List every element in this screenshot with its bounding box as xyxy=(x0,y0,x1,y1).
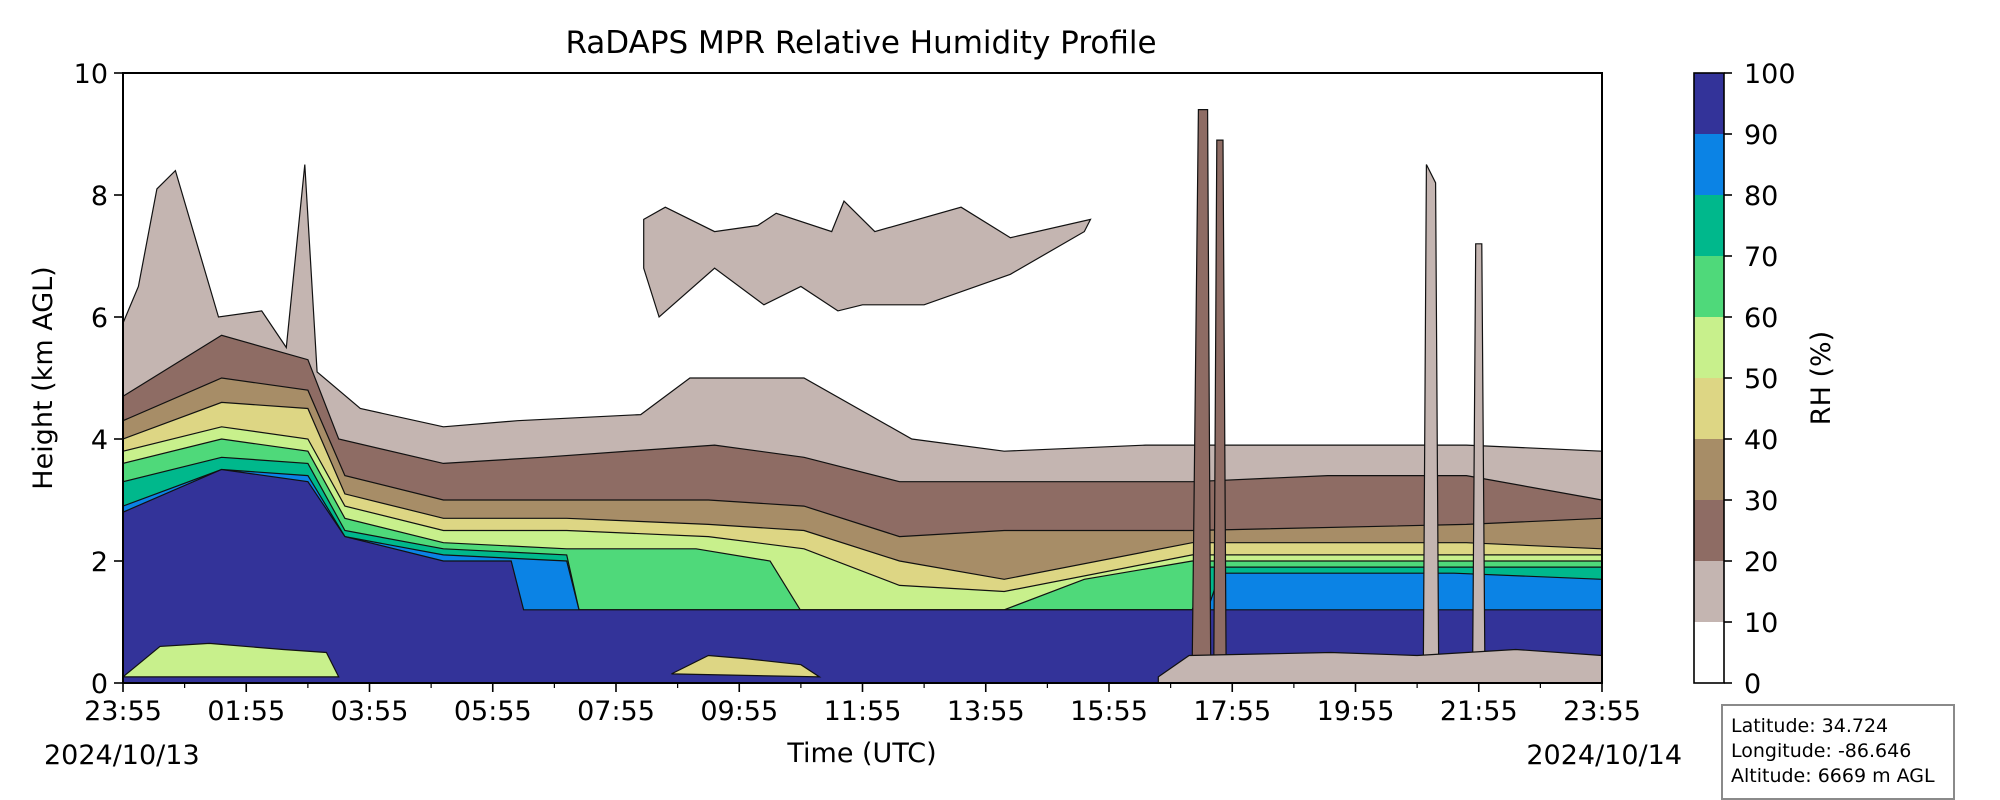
x-tick-label: 07:55 xyxy=(577,696,655,727)
lower-dry-pocket-2 xyxy=(123,642,340,678)
colorbar-swatch-60 xyxy=(1694,256,1724,317)
colorbar-tick-label: 40 xyxy=(1744,425,1778,456)
lower-dry-pocket-3 xyxy=(1157,648,1602,683)
contour-details xyxy=(123,108,1602,683)
y-tick-label: 8 xyxy=(91,181,108,212)
x-tick-label: 01:55 xyxy=(207,696,285,727)
colorbar-tick-label: 0 xyxy=(1744,669,1761,700)
colorbar-label: RH (%) xyxy=(1806,331,1837,425)
colorbar-swatch-20 xyxy=(1694,500,1724,561)
colorbar-tick-label: 50 xyxy=(1744,364,1778,395)
x-tick-label: 21:55 xyxy=(1440,696,1518,727)
station-info-box: Latitude: 34.724 Longitude: -86.646 Alti… xyxy=(1721,704,1955,800)
x-axis: 23:55 01:55 03:55 05:55 07:55 09:55 11:55 13:55… xyxy=(84,683,1641,727)
x-tick-label: 19:55 xyxy=(1317,696,1395,727)
upper-cloud-patch xyxy=(643,200,1092,319)
x-tick-label: 23:55 xyxy=(84,696,162,727)
lower-dry-pocket-1 xyxy=(671,654,822,678)
x-tick-label: 13:55 xyxy=(947,696,1025,727)
altitude-text: Altitude: 6669 m AGL xyxy=(1731,765,1935,787)
colorbar-swatch-10 xyxy=(1694,561,1724,622)
x-tick-label: 03:55 xyxy=(331,696,409,727)
longitude-text: Longitude: -86.646 xyxy=(1731,740,1912,762)
plot-area xyxy=(123,73,1602,683)
x-tick-label: 23:55 xyxy=(1563,696,1641,727)
y-tick-label: 4 xyxy=(91,425,108,456)
rh-contour-band-90 xyxy=(123,468,1602,683)
colorbar-swatch-40 xyxy=(1694,378,1724,439)
x-tick-label: 17:55 xyxy=(1193,696,1271,727)
colorbar-swatch-0 xyxy=(1694,622,1724,683)
colorbar-tick-label: 30 xyxy=(1744,486,1778,517)
y-axis: 0 2 4 6 8 10 xyxy=(74,59,123,700)
y-tick-label: 2 xyxy=(91,547,108,578)
y-tick-label: 6 xyxy=(91,303,108,334)
colorbar-swatch-80 xyxy=(1694,134,1724,195)
colorbar-tick-label: 80 xyxy=(1744,181,1778,212)
x-tick-label: 11:55 xyxy=(824,696,902,727)
colorbar-tick-label: 60 xyxy=(1744,303,1778,334)
latitude-text: Latitude: 34.724 xyxy=(1731,715,1889,737)
colorbar-tick-label: 100 xyxy=(1744,59,1796,90)
y-axis-label: Height (km AGL) xyxy=(28,266,59,489)
x-tick-label: 05:55 xyxy=(454,696,532,727)
colorbar-swatch-70 xyxy=(1694,195,1724,256)
colorbar-swatch-90 xyxy=(1694,73,1724,134)
chart-title: RaDAPS MPR Relative Humidity Profile xyxy=(565,25,1156,61)
start-date-label: 2024/10/13 xyxy=(44,740,200,771)
colorbar-swatch-30 xyxy=(1694,439,1724,500)
colorbar-tick-label: 90 xyxy=(1744,120,1778,151)
contour-fills xyxy=(123,164,1602,683)
colorbar-tick-label: 70 xyxy=(1744,242,1778,273)
x-tick-label: 15:55 xyxy=(1070,696,1148,727)
end-date-label: 2024/10/14 xyxy=(1526,740,1682,771)
y-tick-label: 10 xyxy=(74,59,108,90)
colorbar-swatch-50 xyxy=(1694,317,1724,378)
cloud-spike-2120 xyxy=(1422,164,1440,672)
x-axis-label: Time (UTC) xyxy=(786,738,936,769)
colorbar: 0 10 20 30 40 50 60 70 80 90 100 xyxy=(1693,59,1796,700)
y-tick-label: 0 xyxy=(91,669,108,700)
colorbar-tick-label: 20 xyxy=(1744,547,1778,578)
colorbar-tick-label: 10 xyxy=(1744,608,1778,639)
x-tick-label: 09:55 xyxy=(700,696,778,727)
